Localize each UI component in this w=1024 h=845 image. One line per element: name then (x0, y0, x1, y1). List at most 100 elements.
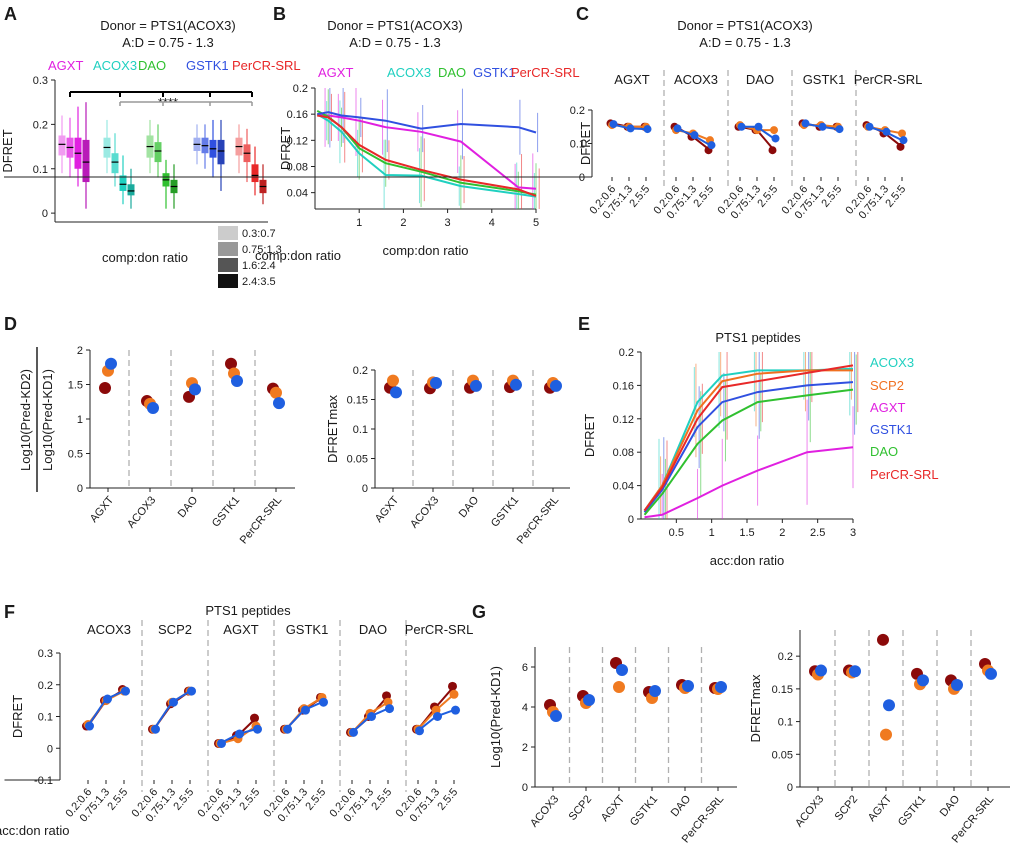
series-line (153, 690, 191, 730)
group-label: AGXT (614, 72, 649, 87)
panel-f-title: PTS1 peptides (205, 603, 291, 618)
panel-a-group-label: GSTK1 (186, 58, 229, 73)
x-tick-label: ACOX3 (793, 793, 826, 829)
panel-b-legend-label: ACOX3 (387, 65, 431, 80)
panel-e-x-tick-label: 1 (709, 527, 715, 539)
x-tick-label: GSTK1 (896, 793, 928, 828)
panel-e-x-tick-label: 0.5 (669, 527, 684, 539)
series-line-dao (643, 388, 854, 516)
series-line-gstk1 (643, 381, 854, 513)
panel-g-left-y-label: Log10(Pred-KD1) (488, 666, 503, 768)
panel-g-right-y-tick-label: 0.05 (772, 749, 793, 761)
panel-e-legend-label: PerCR-SRL (870, 467, 939, 482)
data-point (470, 379, 482, 392)
series-line-percr-srl (643, 364, 854, 512)
panel-b-y-tick-label: 0.12 (287, 135, 308, 147)
panel-f-y-tick-label: 0.3 (38, 648, 53, 660)
panel-d-left-y-tick-label: 0 (77, 483, 83, 495)
panel-f-y-tick-label: 0.1 (38, 712, 53, 724)
panel-c-y-tick-label: 0.1 (570, 139, 585, 151)
panel-label-f: F (4, 602, 15, 622)
panel-e-y-label: DFRET (582, 414, 597, 457)
panel-label-e: E (578, 314, 590, 334)
data-point (147, 401, 159, 414)
panel-b-y-tick-label: 0.16 (287, 109, 308, 121)
panel-c-subtitle: A:D = 0.75 - 1.3 (699, 35, 790, 50)
panel-c-title: Donor = PTS1(ACOX3) (677, 18, 812, 33)
x-tick-label: 2.5:5 (691, 183, 716, 209)
x-tick-label: GSTK1 (489, 494, 521, 529)
panel-g-left-y-tick-label: 6 (522, 662, 528, 674)
x-tick-label: ACOX3 (408, 494, 441, 530)
data-point (187, 686, 196, 696)
panel-e-y-tick-label: 0.12 (613, 414, 634, 426)
data-point (899, 136, 908, 145)
ylabel-denominator: Log10(Pred-KD1) (40, 369, 55, 471)
legend-label: 1.6:2.4 (242, 260, 276, 272)
data-point (865, 122, 874, 131)
x-tick-label: DAO (938, 793, 963, 819)
box (127, 184, 135, 196)
legend-swatch (218, 242, 238, 256)
data-point (105, 357, 117, 370)
panel-e-legend-label: SCP2 (870, 378, 904, 393)
data-point (121, 686, 130, 696)
data-point (849, 665, 861, 678)
data-point (103, 694, 112, 704)
panel-e-y-tick-label: 0.08 (613, 447, 634, 459)
panel-label-b: B (273, 4, 286, 24)
data-point (367, 712, 376, 721)
panel-g-left-y-tick-label: 0 (522, 782, 528, 794)
data-point (737, 122, 746, 131)
panel-a-group-label: PerCR-SRL (232, 58, 301, 73)
x-tick-label: 2.5:5 (303, 786, 328, 812)
panel-b-x-tick-label: 4 (489, 217, 495, 229)
ylabel-numerator: Log10(Pred-KD2) (18, 369, 33, 471)
panel-f-x-label: acc:don ratio (0, 823, 69, 838)
data-point (649, 685, 661, 697)
data-point (818, 122, 827, 131)
data-point (85, 721, 94, 731)
data-point (217, 738, 226, 748)
box (217, 139, 225, 165)
data-point (883, 699, 895, 712)
panel-f-y-tick-label: 0 (47, 743, 53, 755)
x-tick-label: 2.5:5 (369, 786, 394, 812)
group-label: DAO (746, 72, 774, 87)
x-tick-label: ACOX3 (528, 793, 561, 829)
data-point (771, 134, 780, 143)
data-point (283, 724, 292, 734)
panel-g-left-y-tick-label: 4 (522, 702, 528, 714)
data-point (880, 728, 892, 741)
panel-a-y-tick-label: 0.2 (33, 119, 48, 131)
data-point (231, 375, 243, 388)
panel-d-left-y-tick-label: 1.5 (68, 380, 83, 392)
panel-f-y-label: DFRET (10, 695, 25, 738)
data-point (613, 681, 625, 693)
x-tick-label: AGXT (599, 793, 628, 824)
significance-bracket-gray (119, 101, 253, 106)
panel-a-subtitle: A:D = 0.75 - 1.3 (122, 35, 213, 50)
panel-a-y-label: DFRET (0, 129, 15, 172)
panel-c-x-label: comp:don ratio (255, 248, 341, 263)
panel-g-right-y-tick-label: 0 (787, 782, 793, 794)
box (119, 175, 127, 191)
data-point (877, 633, 889, 646)
panel-b-y-tick-label: 0.04 (287, 188, 308, 200)
x-tick-label: DAO (457, 494, 482, 520)
x-tick-label: PerCR-SRL (238, 494, 285, 546)
data-point (951, 678, 963, 691)
data-point (616, 664, 628, 676)
group-label: AGXT (223, 622, 258, 637)
series-line-percr-srl (317, 114, 537, 197)
data-point (682, 680, 694, 692)
panel-d-ylabel: Log10(Pred-KD2) Log10(Pred-KD1) (18, 347, 55, 492)
x-tick-label: 2.5:5 (171, 786, 196, 812)
panel-d-right-y-label: DFRETmax (325, 395, 340, 463)
data-point (319, 697, 328, 707)
box (251, 164, 259, 183)
panel-e-legend-label: ACOX3 (870, 355, 914, 370)
panel-e-legend-label: GSTK1 (870, 422, 913, 437)
box (82, 139, 90, 183)
